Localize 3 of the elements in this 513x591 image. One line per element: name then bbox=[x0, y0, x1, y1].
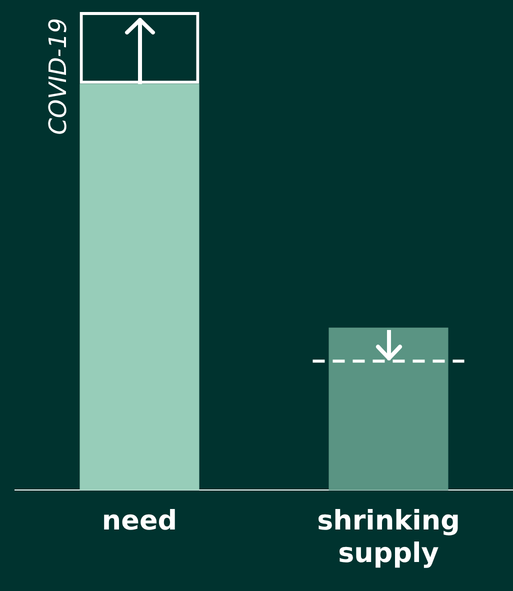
x-tick-label: shrinking supply bbox=[317, 505, 460, 569]
annotation: COVID-19 bbox=[44, 18, 72, 135]
x-tick-label: need bbox=[102, 505, 178, 536]
